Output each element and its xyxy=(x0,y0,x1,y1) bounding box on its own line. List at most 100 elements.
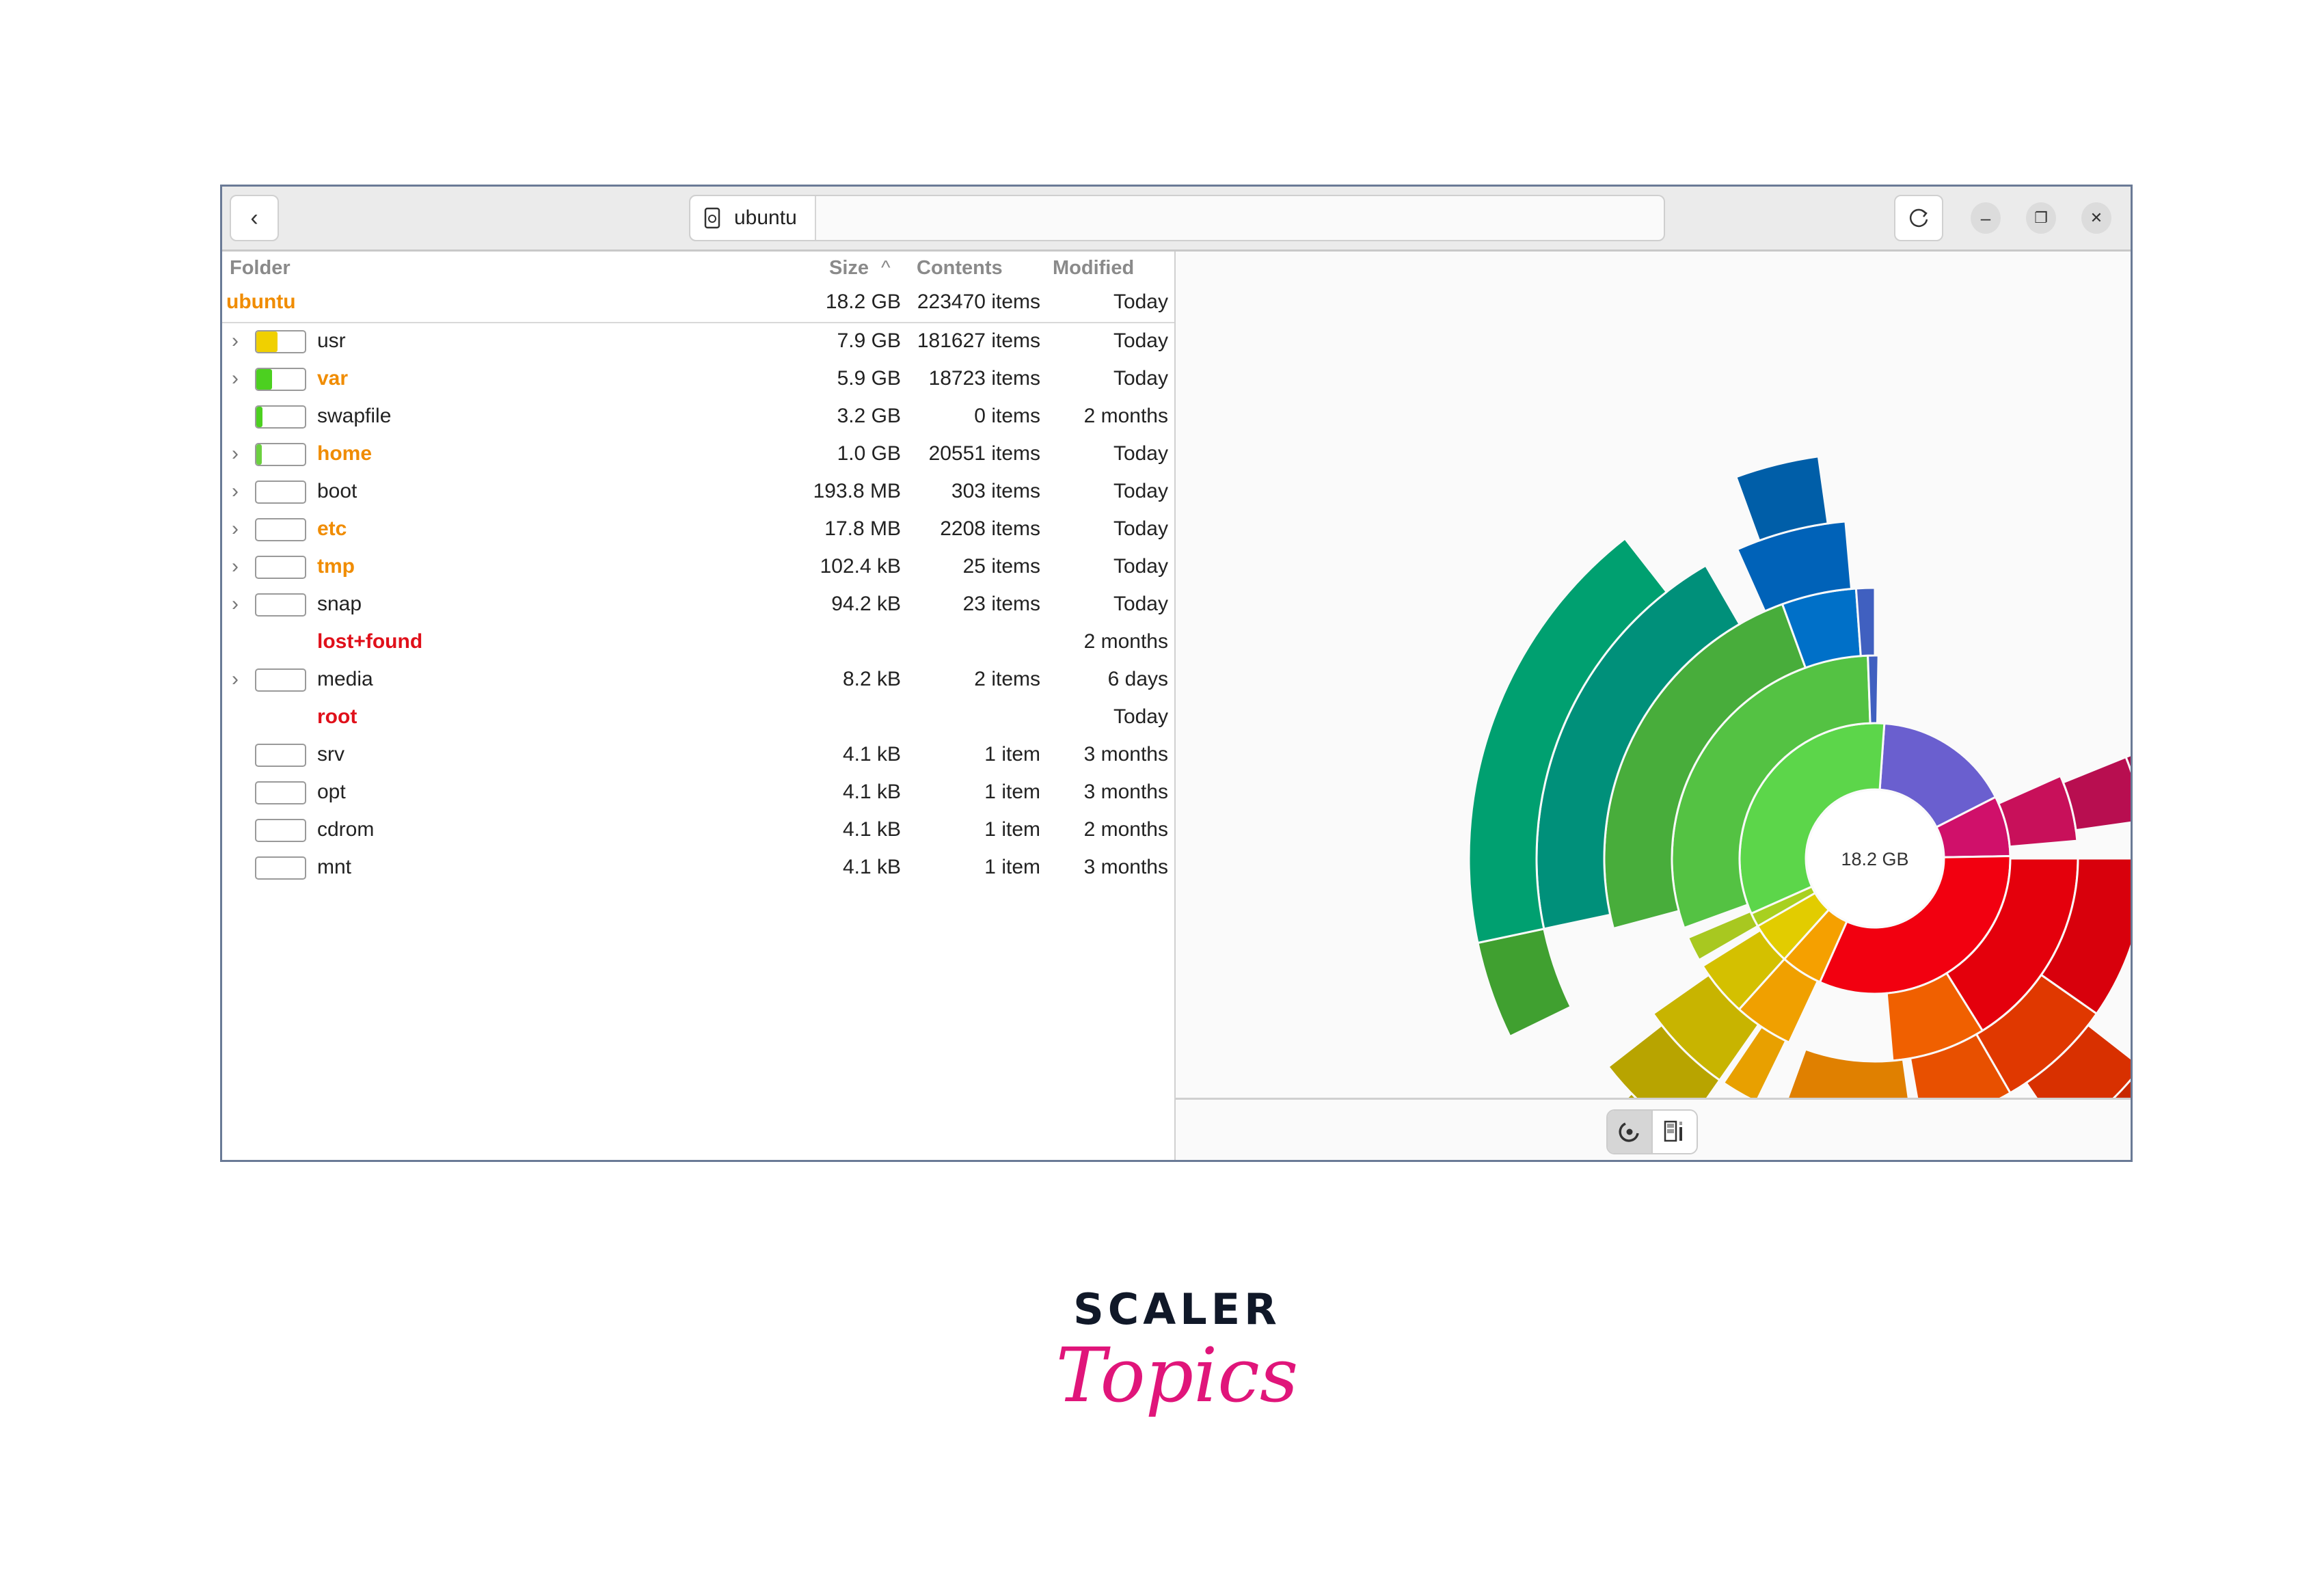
logo-line2: Topics xyxy=(1055,1331,1299,1419)
table-row[interactable]: › snap 94.2 kB 23 items Today xyxy=(222,586,1174,624)
table-row[interactable]: › var 5.9 GB 18723 items Today xyxy=(222,361,1174,398)
table-row[interactable]: › boot 193.8 MB 303 items Today xyxy=(222,474,1174,511)
folder-list: Folder Size ^ Contents Modified ubuntu 1… xyxy=(222,252,1176,1160)
close-button[interactable]: ✕ xyxy=(2081,202,2111,234)
location-bar[interactable]: ubuntu xyxy=(689,195,1665,241)
expand-chevron-icon[interactable]: › xyxy=(232,367,239,390)
table-row[interactable]: › usr 7.9 GB 181627 items Today xyxy=(222,323,1174,361)
ring-segment[interactable] xyxy=(1867,654,1880,725)
folder-modified: Today xyxy=(1113,705,1168,728)
ring-segment[interactable] xyxy=(1476,928,1573,1038)
folder-name: tmp xyxy=(317,555,355,578)
folder-contents: 181627 items xyxy=(917,329,1040,352)
folder-size: 17.8 MB xyxy=(824,517,901,540)
chart-pane: 18.2 GB xyxy=(1176,252,2131,1160)
total-size-label: 18.2 GB xyxy=(1841,849,1908,869)
usage-bar xyxy=(255,856,306,880)
table-row[interactable]: › etc 17.8 MB 2208 items Today xyxy=(222,511,1174,549)
ring-segment[interactable] xyxy=(2079,1076,2131,1100)
usage-bar xyxy=(255,481,306,504)
table-row[interactable]: › home 1.0 GB 20551 items Today xyxy=(222,436,1174,474)
folder-name: etc xyxy=(317,517,347,540)
usage-bar xyxy=(255,556,306,579)
location-crumb[interactable]: ubuntu xyxy=(690,196,816,240)
ring-segment[interactable] xyxy=(1722,1025,1787,1100)
expand-chevron-icon[interactable]: › xyxy=(232,329,239,352)
ring-segment[interactable] xyxy=(1878,722,1997,829)
usage-bar xyxy=(255,405,306,429)
maximize-button[interactable]: ❐ xyxy=(2026,202,2056,234)
folder-modified: 2 months xyxy=(1083,405,1168,427)
folder-size: 3.2 GB xyxy=(837,405,901,427)
usage-bar xyxy=(255,330,306,353)
table-row[interactable]: opt 4.1 kB 1 item 3 months xyxy=(222,774,1174,812)
chart-center[interactable] xyxy=(1807,791,1943,926)
root-contents: 223470 items xyxy=(917,290,1040,313)
ring-segment[interactable] xyxy=(1734,455,1829,542)
ring-segment[interactable] xyxy=(1686,910,1759,962)
folder-modified: Today xyxy=(1113,593,1168,615)
ring-segment[interactable] xyxy=(1783,1048,1913,1100)
expand-chevron-icon[interactable]: › xyxy=(232,517,239,540)
folder-size: 1.0 GB xyxy=(837,442,901,465)
treemap-chart-icon xyxy=(1664,1120,1682,1142)
expand-chevron-icon[interactable]: › xyxy=(232,668,239,690)
folder-name: opt xyxy=(317,781,346,803)
folder-contents: 1 item xyxy=(984,781,1040,803)
disk-usage-analyzer-window: ‹ ubuntu – ❐ ✕ Folder Size ^ Contents Mo… xyxy=(220,185,2133,1162)
expand-chevron-icon[interactable]: › xyxy=(232,593,239,615)
folder-contents: 1 item xyxy=(984,743,1040,766)
modified-column-header[interactable]: Modified xyxy=(1053,257,1135,279)
chart-toolbar xyxy=(1176,1098,2131,1160)
root-size: 18.2 GB xyxy=(825,290,901,313)
contents-column-header[interactable]: Contents xyxy=(917,257,1003,279)
usage-bar xyxy=(255,819,306,842)
refresh-button[interactable] xyxy=(1894,195,1943,241)
ring-segment[interactable] xyxy=(2062,755,2131,832)
usage-bar xyxy=(255,368,306,391)
folder-name: root xyxy=(317,705,357,728)
ring-segment[interactable] xyxy=(1468,537,1668,945)
ring-segment[interactable] xyxy=(1854,586,1876,658)
folder-size: 4.1 kB xyxy=(842,818,901,841)
folder-column-header[interactable]: Folder xyxy=(230,257,290,279)
folder-name: mnt xyxy=(317,856,352,878)
ring-segment[interactable] xyxy=(2124,732,2131,812)
table-row[interactable]: mnt 4.1 kB 1 item 3 months xyxy=(222,850,1174,887)
ring-segment[interactable] xyxy=(1606,1023,1721,1100)
folder-size: 4.1 kB xyxy=(842,856,901,878)
chart-type-toggle xyxy=(1606,1109,1698,1154)
folder-modified: Today xyxy=(1113,442,1168,465)
root-row[interactable]: ubuntu 18.2 GB 223470 items Today xyxy=(222,284,1174,323)
table-row[interactable]: › media 8.2 kB 2 items 6 days xyxy=(222,662,1174,699)
back-button[interactable]: ‹ xyxy=(230,195,279,241)
table-row[interactable]: root Today xyxy=(222,699,1174,737)
rings-chart[interactable]: 18.2 GB xyxy=(1176,252,2131,1100)
usage-bar xyxy=(255,518,306,541)
folder-contents: 0 items xyxy=(974,405,1040,427)
ring-segment[interactable] xyxy=(1908,1033,2012,1100)
folder-contents: 25 items xyxy=(962,555,1040,578)
table-row[interactable]: cdrom 4.1 kB 1 item 2 months xyxy=(222,812,1174,850)
folder-size: 4.1 kB xyxy=(842,743,901,766)
folder-name: usr xyxy=(317,329,346,352)
table-row[interactable]: srv 4.1 kB 1 item 3 months xyxy=(222,737,1174,774)
rings-chart-button[interactable] xyxy=(1608,1111,1651,1153)
column-headers: Folder Size ^ Contents Modified xyxy=(222,252,1174,284)
table-row[interactable]: lost+found 2 months xyxy=(222,624,1174,662)
folder-size: 8.2 kB xyxy=(842,668,901,690)
table-row[interactable]: › tmp 102.4 kB 25 items Today xyxy=(222,549,1174,586)
folder-size: 7.9 GB xyxy=(837,329,901,352)
expand-chevron-icon[interactable]: › xyxy=(232,480,239,502)
usage-bar xyxy=(255,744,306,767)
treemap-chart-button[interactable] xyxy=(1651,1111,1697,1153)
disk-icon xyxy=(704,207,720,229)
table-row[interactable]: swapfile 3.2 GB 0 items 2 months xyxy=(222,398,1174,436)
minimize-button[interactable]: – xyxy=(1971,202,2001,234)
folder-contents: 1 item xyxy=(984,856,1040,878)
size-column-header[interactable]: Size xyxy=(829,257,869,279)
expand-chevron-icon[interactable]: › xyxy=(232,555,239,578)
rings-chart-icon xyxy=(1619,1122,1639,1142)
location-label: ubuntu xyxy=(734,206,797,229)
expand-chevron-icon[interactable]: › xyxy=(232,442,239,465)
